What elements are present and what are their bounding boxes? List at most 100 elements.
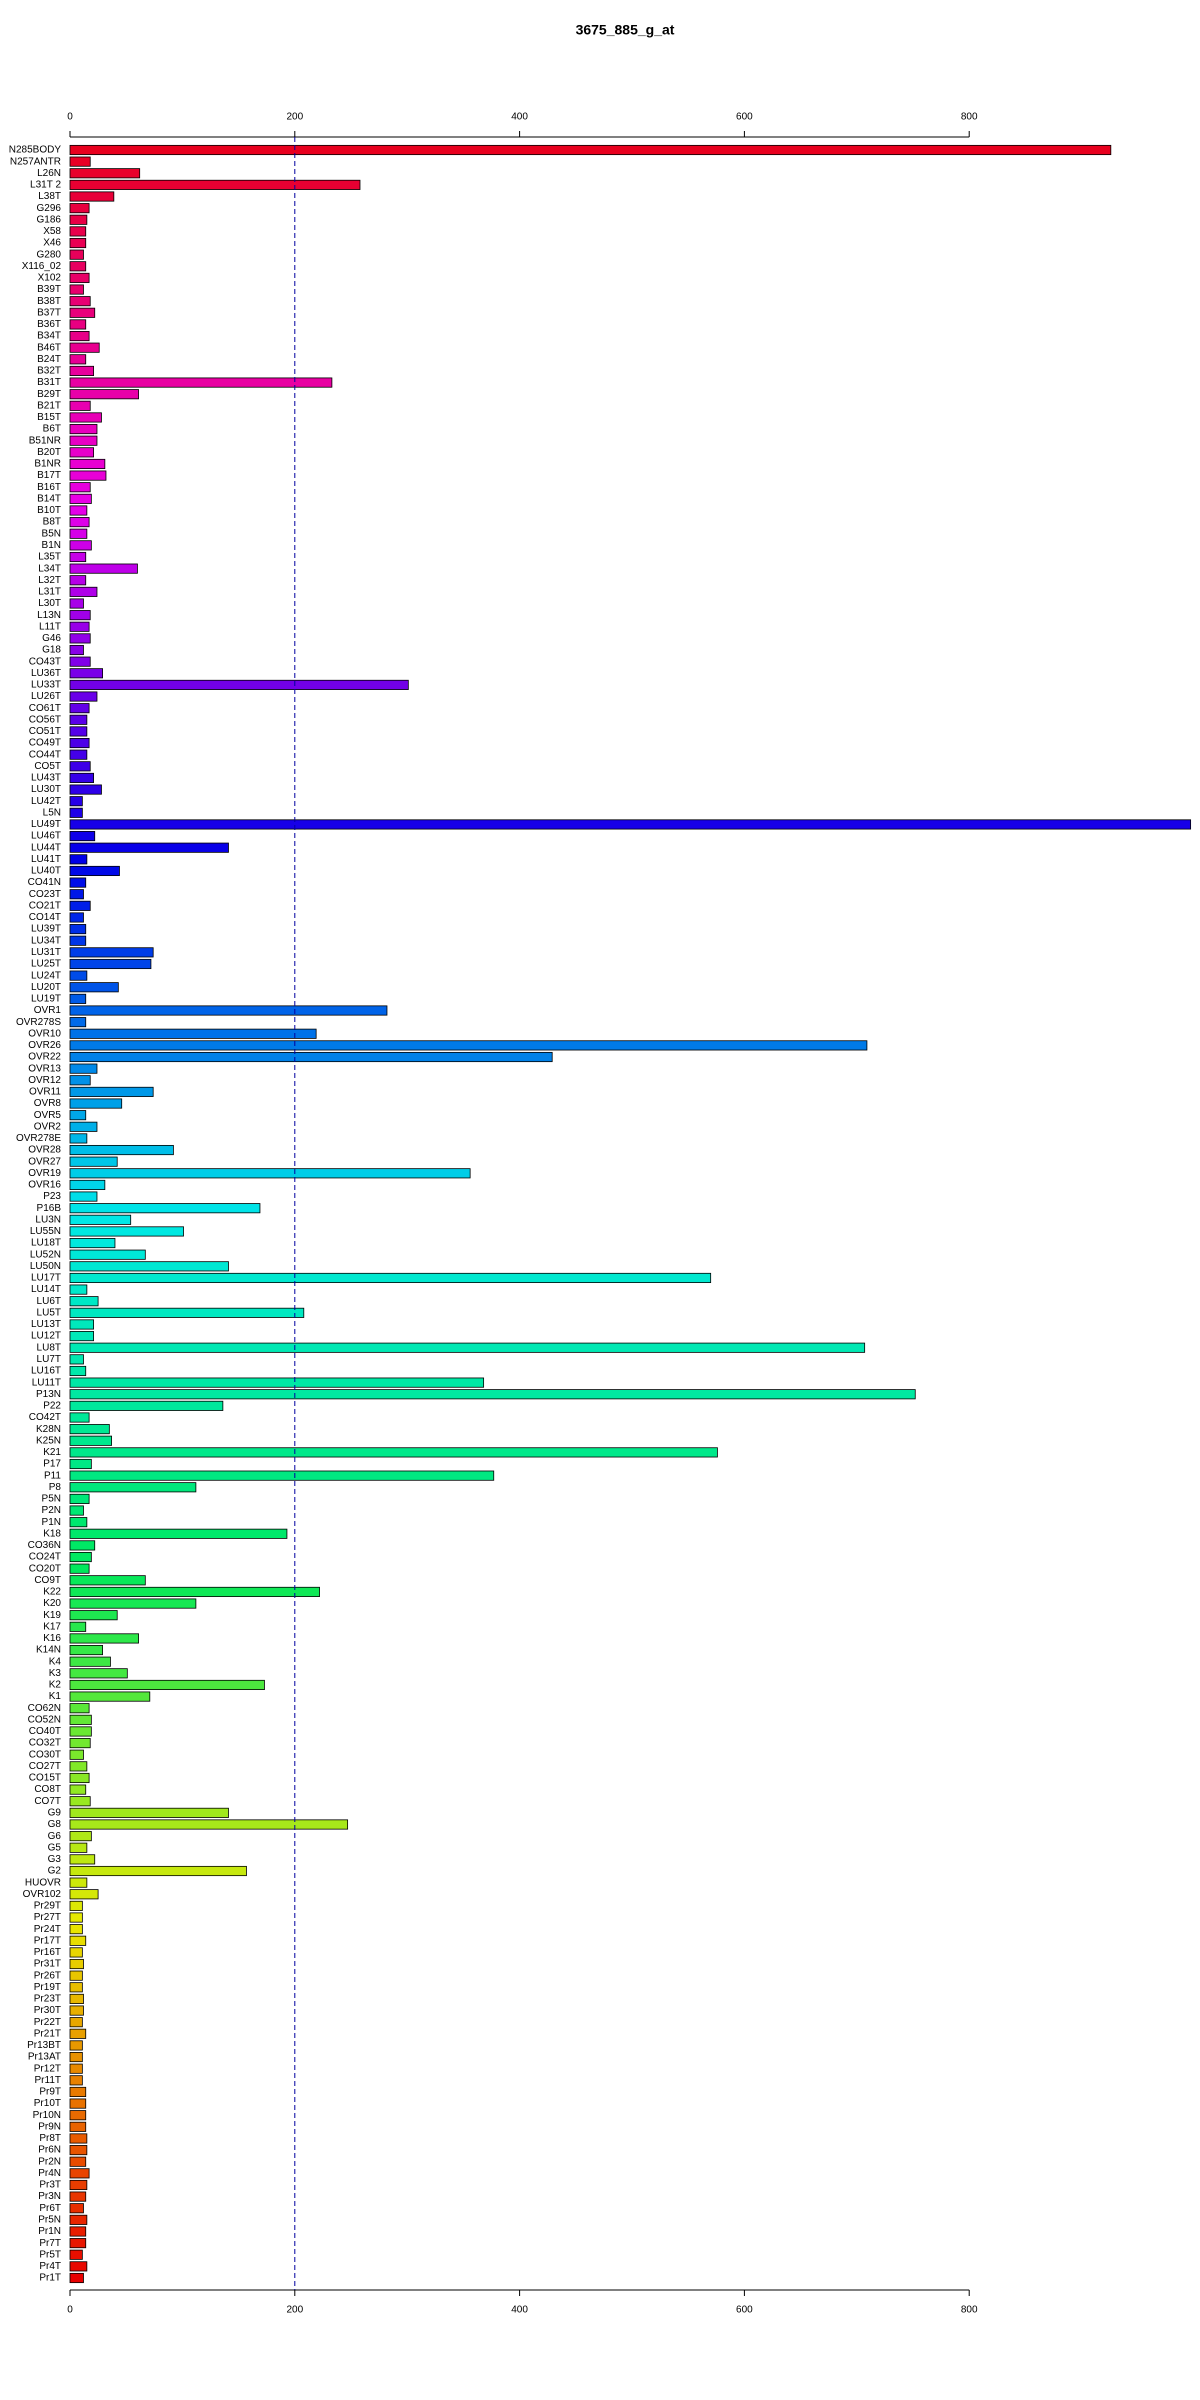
bar bbox=[69, 482, 91, 493]
bar bbox=[69, 2110, 87, 2121]
bar bbox=[69, 1133, 88, 1144]
bar bbox=[69, 749, 88, 760]
y-tick-label: L35T bbox=[38, 552, 61, 563]
y-tick-label: Pr13BT bbox=[27, 2040, 61, 2051]
y-tick-label: G280 bbox=[37, 249, 62, 260]
y-tick-label: LU7T bbox=[37, 1354, 61, 1365]
y-tick-label: K14N bbox=[36, 1645, 61, 1656]
bar bbox=[69, 865, 120, 877]
x-tick-label: 0 bbox=[67, 2305, 73, 2316]
y-tick-label: LU43T bbox=[31, 773, 61, 784]
bar bbox=[69, 1831, 92, 1842]
bar bbox=[69, 1482, 197, 1493]
bar bbox=[69, 1238, 116, 1249]
y-tick-label: Pr23T bbox=[34, 1994, 61, 2005]
y-tick-label: OVR12 bbox=[28, 1075, 61, 1086]
y-tick-label: K18 bbox=[43, 1528, 61, 1539]
bar bbox=[69, 551, 87, 563]
bar bbox=[69, 703, 90, 714]
y-tick-label: HUOVR bbox=[25, 1877, 61, 1888]
y-tick-label: X102 bbox=[38, 273, 62, 284]
y-tick-label: B14T bbox=[37, 493, 61, 504]
bar bbox=[69, 1179, 106, 1190]
bar bbox=[69, 2086, 87, 2097]
bar bbox=[69, 563, 138, 574]
y-tick-label: LU12T bbox=[31, 1331, 61, 1342]
bar bbox=[69, 144, 1112, 156]
bar bbox=[69, 1738, 91, 1749]
bar bbox=[69, 1772, 90, 1784]
bar bbox=[69, 1307, 305, 1318]
y-tick-label: LU55N bbox=[30, 1226, 61, 1237]
y-tick-label: G8 bbox=[48, 1819, 62, 1830]
bar bbox=[69, 2040, 83, 2051]
bar bbox=[69, 1679, 265, 1691]
x-tick-label: 800 bbox=[961, 112, 978, 123]
x-tick-label: 200 bbox=[286, 2305, 303, 2316]
y-tick-label: Pr17T bbox=[34, 1935, 61, 1946]
y-tick-label: K19 bbox=[43, 1610, 61, 1621]
bar bbox=[69, 656, 91, 667]
bar bbox=[69, 1517, 88, 1528]
bar bbox=[69, 1365, 87, 1377]
y-tick-label: K20 bbox=[43, 1598, 61, 1609]
bar bbox=[69, 2005, 84, 2016]
y-tick-label: G6 bbox=[48, 1831, 62, 1842]
y-tick-label: B46T bbox=[37, 342, 61, 353]
y-tick-label: LU42T bbox=[31, 796, 61, 807]
bar bbox=[69, 1691, 151, 1702]
bar bbox=[69, 982, 119, 993]
y-tick-label: G5 bbox=[48, 1842, 62, 1853]
bar bbox=[69, 1121, 98, 1132]
y-tick-label: Pr9T bbox=[39, 2087, 61, 2098]
y-tick-label: Pr8T bbox=[39, 2133, 61, 2144]
y-tick-label: Pr2N bbox=[38, 2156, 61, 2167]
y-tick-label: L26N bbox=[37, 168, 61, 179]
bar bbox=[69, 1458, 92, 1470]
bar bbox=[69, 633, 91, 644]
bar bbox=[69, 1703, 90, 1714]
y-tick-label: CO23T bbox=[29, 889, 61, 900]
y-tick-label: Pr24T bbox=[34, 1924, 61, 1935]
y-tick-label: OVR13 bbox=[28, 1063, 61, 1074]
y-tick-label: L32T bbox=[38, 575, 61, 586]
y-tick-label: CO32T bbox=[29, 1738, 61, 1749]
bar bbox=[69, 2179, 88, 2191]
y-tick-label: X46 bbox=[43, 238, 61, 249]
y-tick-label: L5N bbox=[43, 807, 61, 818]
y-tick-label: B37T bbox=[37, 307, 61, 318]
y-tick-label: K4 bbox=[49, 1656, 62, 1667]
bar bbox=[69, 796, 83, 807]
bar bbox=[69, 1900, 83, 1911]
bar bbox=[69, 772, 95, 783]
y-tick-label: CO24T bbox=[29, 1552, 61, 1563]
bar bbox=[69, 1354, 84, 1365]
y-tick-label: L13N bbox=[37, 610, 61, 621]
bar bbox=[69, 621, 90, 632]
y-tick-label: LU52N bbox=[30, 1249, 61, 1260]
bar bbox=[69, 156, 91, 167]
y-tick-label: B16T bbox=[37, 482, 61, 493]
bar bbox=[69, 354, 87, 365]
y-tick-label: L31T bbox=[38, 587, 61, 598]
bar bbox=[69, 761, 91, 772]
bar bbox=[69, 1051, 553, 1063]
bar bbox=[69, 331, 90, 342]
y-tick-label: P23 bbox=[43, 1191, 61, 1202]
y-tick-label: Pr30T bbox=[34, 2005, 61, 2016]
bar bbox=[69, 2063, 83, 2074]
y-tick-label: K2 bbox=[49, 1680, 62, 1691]
y-tick-label: B15T bbox=[37, 412, 61, 423]
bar bbox=[69, 1400, 224, 1411]
y-tick-label: CO21T bbox=[29, 900, 61, 911]
y-tick-label: Pr16T bbox=[34, 1947, 61, 1958]
y-tick-label: K3 bbox=[49, 1668, 62, 1679]
bar bbox=[69, 191, 115, 202]
bar bbox=[69, 1563, 90, 1574]
bar bbox=[69, 2017, 83, 2028]
bar bbox=[69, 424, 98, 435]
y-tick-label: Pr1T bbox=[39, 2273, 61, 2284]
y-tick-label: G9 bbox=[48, 1808, 62, 1819]
y-tick-label: LU30T bbox=[31, 784, 61, 795]
y-tick-label: LU16T bbox=[31, 1366, 61, 1377]
